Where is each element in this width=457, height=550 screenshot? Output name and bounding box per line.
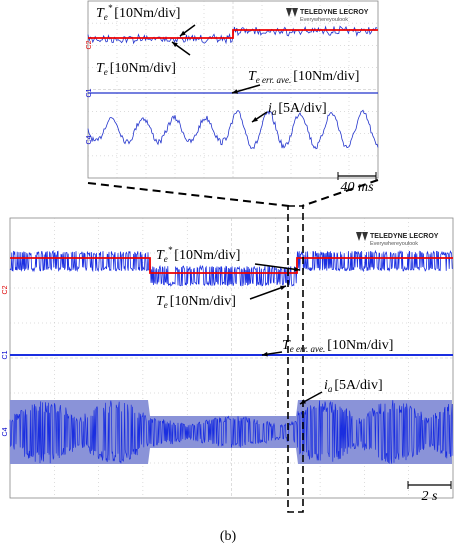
- signal-label: Te err. ave. [10Nm/div]: [282, 338, 393, 354]
- brand-logo: [356, 232, 368, 241]
- arrow: [254, 263, 301, 271]
- torque-ref: [10, 257, 453, 274]
- arrow-head: [280, 285, 286, 291]
- subscript: e: [104, 67, 108, 77]
- subscript: e err. ave.: [256, 75, 292, 85]
- zoom-window: [287, 205, 304, 513]
- scale: [5A/div]: [278, 101, 326, 116]
- scale: [10Nm/div]: [293, 69, 359, 84]
- scale: [10Nm/div]: [114, 6, 180, 21]
- symbol: T: [248, 69, 257, 84]
- subscript: a: [328, 384, 333, 394]
- channel-label: C2: [2, 285, 9, 294]
- signal-label: Te err. ave. [10Nm/div]: [248, 69, 359, 85]
- signal-label: Te [10Nm/div]: [96, 61, 176, 77]
- symbol: i: [324, 378, 328, 393]
- brand-logo: [286, 8, 298, 17]
- time-scale: 2 s: [422, 489, 439, 504]
- zoom-line: [301, 179, 379, 207]
- brand-name: TELEDYNE LECROY: [300, 9, 369, 16]
- symbol: T: [156, 294, 165, 309]
- arrow-head: [262, 351, 268, 357]
- brand-tagline: Everywhereyoulook: [300, 17, 348, 23]
- signal-label: Te [10Nm/div]: [156, 294, 236, 310]
- caption: (b): [220, 529, 237, 544]
- channel-label: C4: [86, 135, 93, 144]
- channel-label: C1: [2, 350, 9, 359]
- torque-waveform: [9, 249, 453, 287]
- symbol: i: [268, 101, 272, 116]
- channel-label: C4: [2, 427, 9, 436]
- symbol: T: [96, 61, 105, 76]
- subscript: e: [104, 12, 108, 22]
- time-scale: 40 ms: [340, 180, 374, 195]
- channel-label: C2: [86, 40, 93, 49]
- symbol: T: [96, 6, 105, 21]
- current-waveform: [9, 400, 454, 464]
- scale: [10Nm/div]: [110, 61, 176, 76]
- signal-label: Te* [10Nm/div]: [156, 245, 240, 264]
- superscript: *: [168, 245, 173, 255]
- arrow-head: [294, 267, 300, 272]
- zoom-line: [87, 182, 290, 207]
- symbol: T: [282, 338, 291, 353]
- arrow-head: [252, 117, 258, 122]
- brand-name: TELEDYNE LECROY: [370, 233, 439, 240]
- subscript: a: [272, 107, 277, 117]
- brand-tagline: Everywhereyoulook: [370, 241, 418, 247]
- signal-label: ia [5A/div]: [324, 378, 383, 394]
- torque-ref: [88, 29, 378, 39]
- subscript: e err. ave.: [290, 344, 326, 354]
- scale: [10Nm/div]: [170, 294, 236, 309]
- scale: [10Nm/div]: [327, 338, 393, 353]
- scale: [10Nm/div]: [174, 248, 240, 263]
- arrow-head: [180, 30, 186, 36]
- scale: [5A/div]: [334, 378, 382, 393]
- signal-label: Te* [10Nm/div]: [96, 3, 180, 22]
- subscript: e: [164, 300, 168, 310]
- signal-label: ia [5A/div]: [268, 101, 327, 117]
- current-waveform: [87, 109, 379, 150]
- subscript: e: [164, 254, 168, 264]
- symbol: T: [156, 248, 165, 263]
- superscript: *: [108, 3, 113, 13]
- top-scope-panel: TELEDYNE LECROYEverywhereyoulookC2C1C4Te…: [86, 0, 379, 195]
- arrow-head: [172, 42, 178, 48]
- arrow: [249, 285, 287, 300]
- arrow-head: [232, 89, 238, 94]
